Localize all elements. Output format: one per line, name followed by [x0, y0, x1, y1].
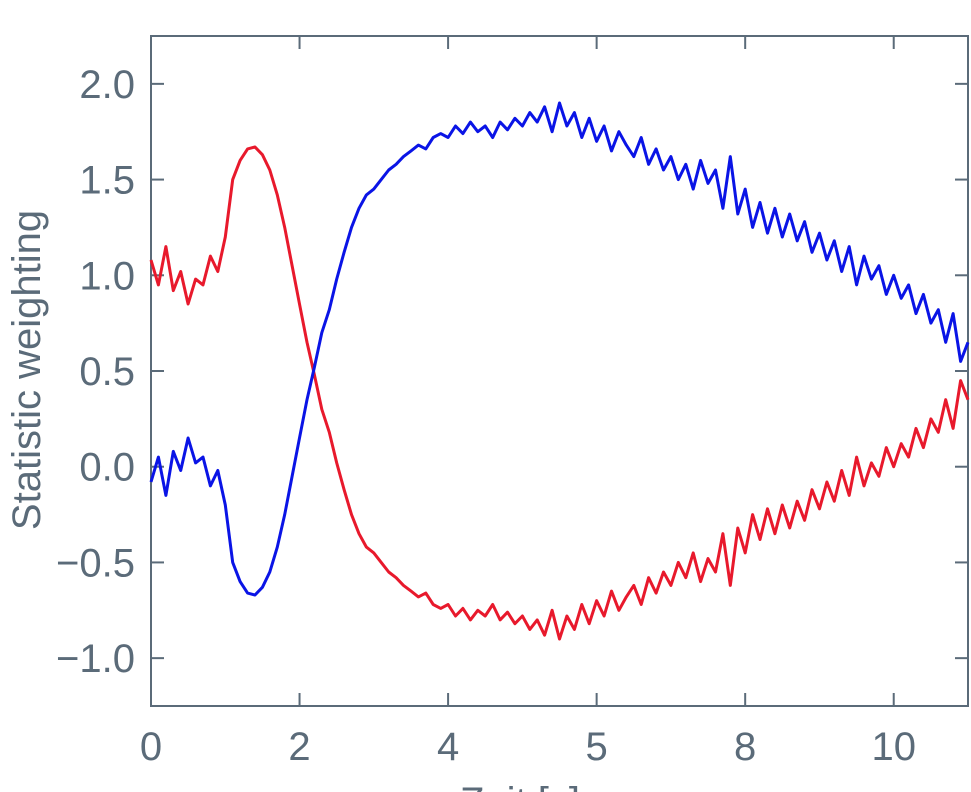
x-tick-label: 4 — [437, 725, 459, 769]
data-line — [149, 145, 970, 641]
x-tick-label: 2 — [288, 725, 310, 769]
y-tick-label: −0.5 — [56, 541, 135, 585]
x-tick-label: 8 — [734, 725, 756, 769]
y-tick-label: 0.0 — [79, 446, 135, 490]
y-axis-label: Statistic weighting — [5, 210, 49, 530]
y-tick-label: 2.0 — [79, 63, 135, 107]
x-tick-label: 0 — [140, 725, 162, 769]
x-axis-label: Zeit [s] — [460, 780, 580, 792]
x-tick-label: 5 — [586, 725, 608, 769]
data-line — [149, 101, 970, 597]
y-tick-label: −1.0 — [56, 637, 135, 681]
y-tick-label: 1.0 — [79, 254, 135, 298]
y-tick-label: 1.5 — [79, 159, 135, 203]
y-tick-label: 0.5 — [79, 350, 135, 394]
x-tick-label: 10 — [871, 725, 916, 769]
plot-frame — [150, 35, 969, 707]
